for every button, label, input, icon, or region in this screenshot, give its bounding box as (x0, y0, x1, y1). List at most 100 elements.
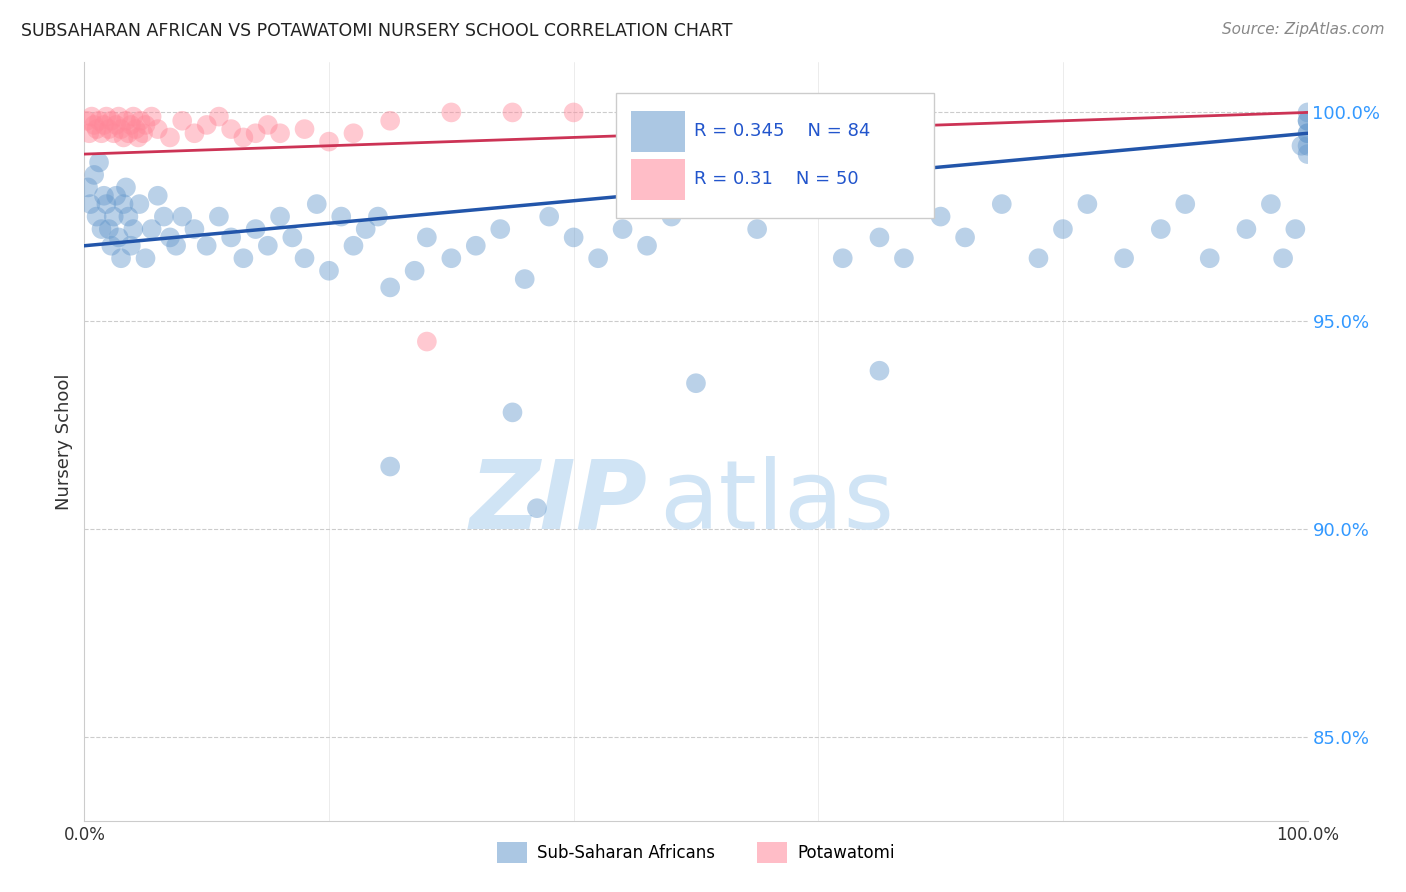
Point (112, 130, 135, 145)
Point (97, 122, 120, 136)
Point (1076, 197, 1098, 211)
Point (103, 210, 125, 224)
Point (219, 230, 242, 244)
FancyBboxPatch shape (631, 159, 685, 200)
Text: Source: ZipAtlas.com: Source: ZipAtlas.com (1222, 22, 1385, 37)
FancyBboxPatch shape (631, 111, 685, 152)
Point (953, 230, 976, 244)
Point (538, 210, 561, 224)
Text: SUBSAHARAN AFRICAN VS POTAWATOMI NURSERY SCHOOL CORRELATION CHART: SUBSAHARAN AFRICAN VS POTAWATOMI NURSERY… (21, 22, 733, 40)
Point (115, 180, 138, 194)
Point (76, 113, 98, 128)
Point (612, 222, 634, 236)
Point (416, 230, 439, 244)
Point (129, 113, 152, 128)
Point (1198, 252, 1220, 266)
Point (1296, 105, 1319, 120)
Point (195, 238, 218, 252)
Point (489, 222, 512, 236)
Point (281, 230, 304, 244)
Point (141, 110, 163, 124)
Point (1291, 138, 1313, 153)
Point (1260, 197, 1282, 211)
Point (562, 230, 585, 244)
Point (1296, 138, 1319, 153)
Point (83, 168, 105, 182)
Point (146, 188, 169, 202)
Point (1114, 252, 1136, 266)
Point (305, 197, 328, 211)
Point (294, 122, 316, 136)
Point (83, 118, 105, 132)
Point (208, 110, 231, 124)
Point (159, 130, 181, 145)
Point (1150, 222, 1173, 236)
Point (929, 210, 952, 224)
Point (125, 122, 148, 136)
Point (183, 222, 205, 236)
Point (77, 180, 100, 194)
Point (107, 110, 129, 124)
Point (1296, 113, 1319, 128)
Point (685, 376, 707, 391)
Point (159, 230, 181, 244)
Point (513, 272, 536, 286)
Point (105, 118, 128, 132)
Point (502, 105, 524, 120)
Point (1296, 126, 1319, 140)
Point (183, 126, 205, 140)
Point (96, 197, 118, 211)
Point (404, 264, 426, 278)
Point (893, 252, 915, 266)
Point (208, 210, 231, 224)
FancyBboxPatch shape (616, 93, 935, 218)
Point (120, 118, 142, 132)
Point (1052, 222, 1074, 236)
Point (172, 113, 194, 128)
Text: R = 0.31    N = 50: R = 0.31 N = 50 (693, 170, 858, 188)
Point (122, 110, 145, 124)
Point (440, 105, 463, 120)
Point (380, 280, 402, 294)
Point (342, 238, 364, 252)
Point (1296, 126, 1319, 140)
Point (991, 197, 1014, 211)
Point (807, 197, 830, 211)
Point (257, 118, 280, 132)
Point (747, 222, 769, 236)
Point (1296, 113, 1319, 128)
Point (96, 110, 118, 124)
Point (100, 113, 122, 128)
Point (330, 210, 353, 224)
Point (685, 105, 707, 120)
Point (440, 252, 463, 266)
Point (869, 105, 891, 120)
Point (127, 130, 149, 145)
Point (128, 197, 150, 211)
Point (636, 238, 658, 252)
Point (354, 222, 377, 236)
Point (1272, 252, 1295, 266)
Point (120, 238, 142, 252)
Point (562, 105, 585, 120)
Point (1284, 222, 1306, 236)
Point (112, 197, 135, 211)
Text: atlas: atlas (659, 456, 894, 549)
Point (93, 188, 115, 202)
Point (294, 252, 316, 266)
Point (110, 122, 132, 136)
Point (90, 222, 112, 236)
Point (367, 210, 389, 224)
Point (318, 135, 340, 149)
Point (269, 126, 291, 140)
Point (245, 126, 267, 140)
Point (110, 252, 132, 266)
Point (117, 126, 139, 140)
Point (869, 230, 891, 244)
Point (80, 110, 103, 124)
Point (661, 210, 683, 224)
Point (86, 210, 108, 224)
Point (93, 118, 115, 132)
Point (219, 122, 242, 136)
Point (342, 126, 364, 140)
